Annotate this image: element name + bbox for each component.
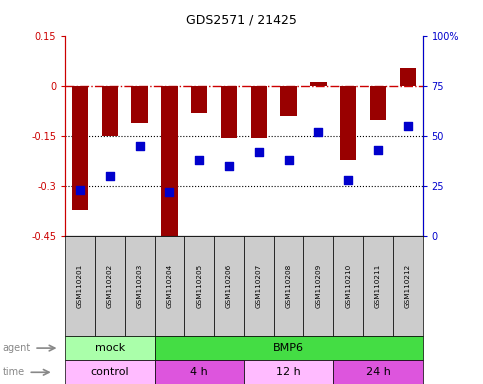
Text: GSM110209: GSM110209 (315, 264, 321, 308)
Bar (221, 86, 237, 138)
Text: 24 h: 24 h (366, 367, 390, 377)
Point (255, 149, 263, 156)
Text: 12 h: 12 h (276, 367, 301, 377)
Text: GSM110208: GSM110208 (285, 264, 292, 308)
Bar (131, 86, 148, 123)
Text: control: control (91, 367, 129, 377)
Bar (251, 86, 267, 138)
Text: GSM110212: GSM110212 (405, 264, 411, 308)
Text: GSM110205: GSM110205 (196, 264, 202, 308)
Text: mock: mock (95, 343, 125, 353)
Text: time: time (2, 367, 25, 377)
Bar (370, 86, 386, 120)
Bar (281, 86, 297, 116)
Text: GSM110204: GSM110204 (167, 264, 172, 308)
Point (166, 189, 173, 195)
Point (344, 177, 352, 183)
Bar (191, 86, 207, 113)
Point (136, 143, 143, 149)
Text: BMP6: BMP6 (273, 343, 304, 353)
Text: GSM110207: GSM110207 (256, 264, 262, 308)
Point (225, 163, 233, 169)
Text: GSM110202: GSM110202 (107, 264, 113, 308)
Point (76, 187, 84, 193)
Bar (102, 86, 118, 136)
Point (196, 157, 203, 163)
Bar (72, 86, 88, 210)
Bar (161, 86, 178, 246)
Bar (399, 68, 416, 86)
Bar (310, 83, 327, 86)
Point (285, 157, 293, 163)
Text: 4 h: 4 h (190, 367, 208, 377)
Point (314, 129, 322, 136)
Text: GSM110210: GSM110210 (345, 264, 351, 308)
Point (106, 173, 114, 179)
Point (374, 147, 382, 153)
Text: GSM110206: GSM110206 (226, 264, 232, 308)
Point (404, 123, 412, 129)
Text: GSM110201: GSM110201 (77, 264, 83, 308)
Bar (340, 86, 356, 160)
Text: GSM110203: GSM110203 (137, 264, 142, 308)
Text: agent: agent (2, 343, 30, 353)
Text: GDS2571 / 21425: GDS2571 / 21425 (186, 13, 297, 26)
Text: GSM110211: GSM110211 (375, 264, 381, 308)
